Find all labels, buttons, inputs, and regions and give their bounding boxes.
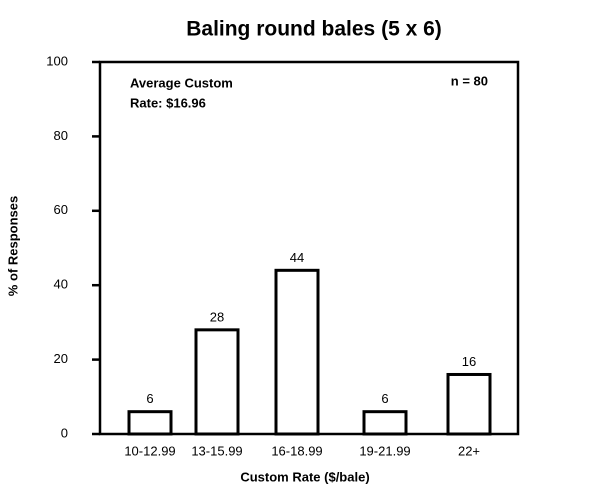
x-axis-label: Custom Rate ($/bale) xyxy=(240,469,369,484)
y-tick-label: 80 xyxy=(54,128,68,143)
data-label: 28 xyxy=(210,309,224,324)
y-axis-label: % of Responses xyxy=(5,196,20,296)
x-tick-label: 16-18.99 xyxy=(271,443,322,458)
data-label: 16 xyxy=(462,354,476,369)
y-tick-label: 100 xyxy=(46,53,68,68)
y-tick-label: 0 xyxy=(61,425,68,440)
bar xyxy=(446,372,492,436)
y-tick-label: 40 xyxy=(54,277,68,292)
bar xyxy=(127,410,173,436)
data-label: 6 xyxy=(381,391,388,406)
annotation: Average Custom xyxy=(130,75,233,90)
bar xyxy=(274,268,320,436)
x-tick-label: 19-21.99 xyxy=(359,443,410,458)
bar xyxy=(194,328,240,436)
y-tick-label: 60 xyxy=(54,202,68,217)
chart-title: Baling round bales (5 x 6) xyxy=(186,18,442,41)
y-tick-label: 20 xyxy=(54,351,68,366)
annotation: n = 80 xyxy=(451,73,488,88)
x-tick-label: 10-12.99 xyxy=(124,443,175,458)
bar xyxy=(362,410,408,436)
data-label: 6 xyxy=(146,391,153,406)
x-tick-label: 22+ xyxy=(458,443,480,458)
annotation: Rate: $16.96 xyxy=(130,95,206,110)
x-tick-label: 13-15.99 xyxy=(191,443,242,458)
data-label: 44 xyxy=(290,250,304,265)
